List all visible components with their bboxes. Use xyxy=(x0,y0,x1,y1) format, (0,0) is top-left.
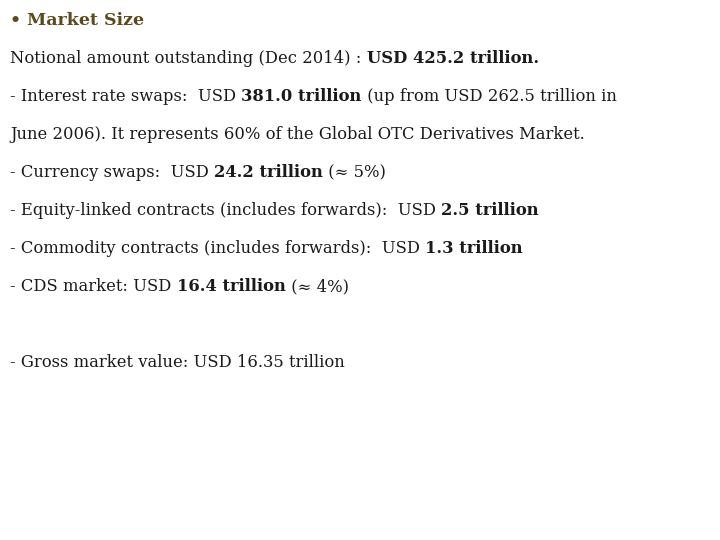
Text: Notional amount outstanding (Dec 2014) :: Notional amount outstanding (Dec 2014) : xyxy=(10,50,366,67)
Text: 24.2 trillion: 24.2 trillion xyxy=(214,164,323,181)
Text: 1.3 trillion: 1.3 trillion xyxy=(426,240,523,257)
Text: June 2006). It represents 60% of the Global OTC Derivatives Market.: June 2006). It represents 60% of the Glo… xyxy=(10,126,585,143)
Text: - Gross market value: USD 16.35 trillion: - Gross market value: USD 16.35 trillion xyxy=(10,354,345,371)
Text: 16.4 trillion: 16.4 trillion xyxy=(176,278,286,295)
Text: (up from USD 262.5 trillion in: (up from USD 262.5 trillion in xyxy=(361,88,616,105)
Text: (≈ 4%): (≈ 4%) xyxy=(286,278,348,295)
Text: Market Size: Market Size xyxy=(27,12,144,29)
Text: - Commodity contracts (includes forwards):  USD: - Commodity contracts (includes forwards… xyxy=(10,240,426,257)
Text: USD 425.2 trillion.: USD 425.2 trillion. xyxy=(366,50,539,67)
Text: - Equity-linked contracts (includes forwards):  USD: - Equity-linked contracts (includes forw… xyxy=(10,202,441,219)
Text: - Interest rate swaps:  USD: - Interest rate swaps: USD xyxy=(10,88,241,105)
Text: - Currency swaps:  USD: - Currency swaps: USD xyxy=(10,164,214,181)
Text: 2.5 trillion: 2.5 trillion xyxy=(441,202,539,219)
Text: 381.0 trillion: 381.0 trillion xyxy=(241,88,361,105)
Text: - CDS market: USD: - CDS market: USD xyxy=(10,278,176,295)
Text: (≈ 5%): (≈ 5%) xyxy=(323,164,386,181)
Text: •: • xyxy=(10,12,27,29)
